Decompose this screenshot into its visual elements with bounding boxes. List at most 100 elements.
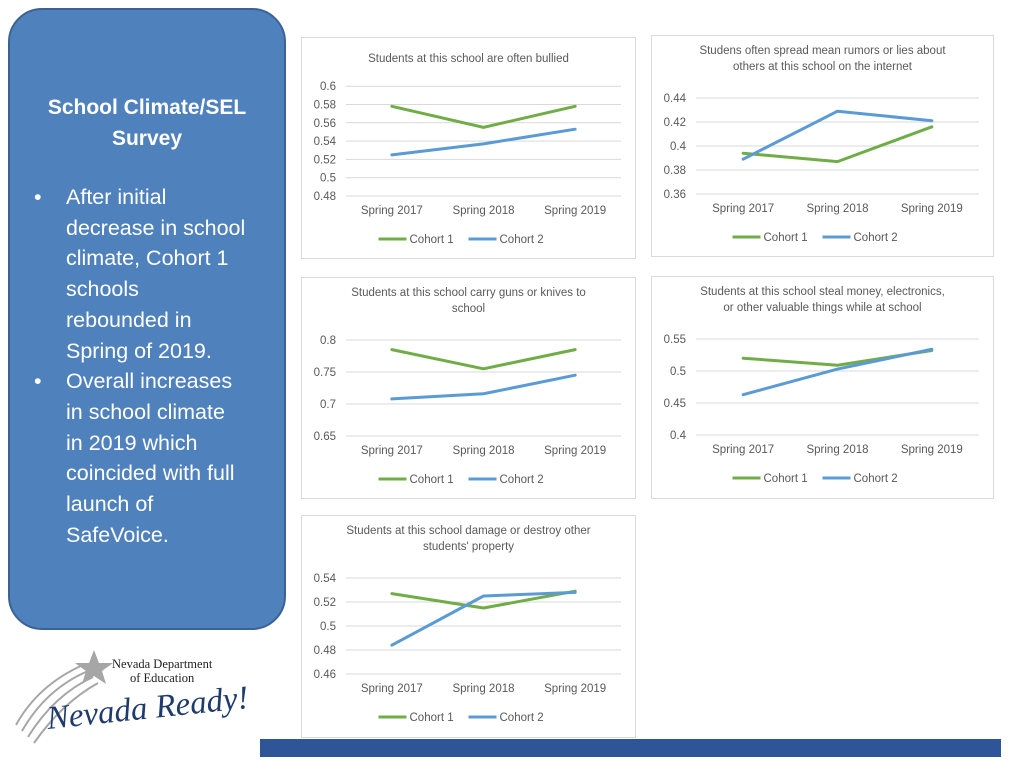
chart-title: others at this school on the internet bbox=[733, 61, 913, 73]
chart-bullied: Students at this school are often bullie… bbox=[301, 37, 636, 259]
chart-rumors-internet: Studens often spread mean rumors or lies… bbox=[651, 35, 994, 257]
chart-title: or other valuable things while at school bbox=[723, 302, 921, 314]
series-line-cohort-1 bbox=[741, 349, 934, 367]
legend-label: Cohort 2 bbox=[854, 232, 898, 244]
y-tick-label: 0.5 bbox=[670, 366, 686, 378]
panel-title-line: Survey bbox=[111, 127, 183, 150]
y-tick-label: 0.4 bbox=[670, 430, 687, 442]
bullet-line: in school climate bbox=[66, 399, 225, 424]
x-tick-label: Spring 2017 bbox=[712, 444, 774, 456]
chart-title: Students at this school carry guns or kn… bbox=[351, 287, 586, 299]
chart-title: Students at this school are often bullie… bbox=[368, 53, 569, 65]
bullet-line: SafeVoice. bbox=[66, 522, 169, 547]
y-tick-label: 0.46 bbox=[314, 669, 336, 681]
legend-label: Cohort 2 bbox=[500, 712, 544, 724]
y-tick-label: 0.54 bbox=[314, 573, 337, 585]
x-tick-label: Spring 2017 bbox=[361, 445, 423, 457]
chart-svg: Students at this school steal money, ele… bbox=[664, 286, 979, 485]
x-tick-label: Spring 2018 bbox=[452, 683, 514, 695]
chart-title: Students at this school steal money, ele… bbox=[700, 286, 945, 298]
chart-title: school bbox=[452, 303, 485, 315]
y-tick-label: 0.55 bbox=[664, 334, 686, 346]
legend-label: Cohort 2 bbox=[500, 474, 544, 486]
star-icon bbox=[75, 650, 113, 684]
logo-swoosh-icon bbox=[15, 664, 99, 744]
y-tick-label: 0.48 bbox=[314, 191, 336, 203]
series-line-cohort-2 bbox=[741, 347, 934, 397]
chart-title: Studens often spread mean rumors or lies… bbox=[699, 45, 946, 57]
bullet-line: launch of bbox=[66, 492, 154, 517]
y-tick-label: 0.8 bbox=[320, 335, 336, 347]
series-line-cohort-2 bbox=[741, 109, 934, 161]
panel-title-line: School Climate/SEL bbox=[47, 96, 247, 119]
x-tick-label: Spring 2017 bbox=[361, 205, 423, 217]
series-line-cohort-1 bbox=[390, 104, 577, 129]
dept-name-line1: Nevada Department bbox=[112, 657, 213, 671]
bullet-line: schools bbox=[66, 277, 139, 302]
bullet-line: climate, Cohort 1 bbox=[66, 246, 229, 271]
series-line-cohort-1 bbox=[390, 348, 577, 371]
bullet-item: • After initial decrease in school clima… bbox=[32, 182, 282, 366]
legend-label: Cohort 2 bbox=[854, 473, 898, 485]
y-tick-label: 0.58 bbox=[314, 100, 336, 112]
chart-svg: Students at this school are often bullie… bbox=[314, 53, 621, 246]
summary-panel: School Climate/SEL Survey • After initia… bbox=[8, 8, 286, 630]
chart-title: students' property bbox=[423, 541, 514, 553]
y-tick-label: 0.45 bbox=[664, 398, 686, 410]
x-tick-label: Spring 2018 bbox=[806, 444, 868, 456]
bullet-marker: • bbox=[34, 185, 42, 209]
x-tick-label: Spring 2018 bbox=[452, 205, 514, 217]
y-tick-label: 0.38 bbox=[664, 165, 686, 177]
x-tick-label: Spring 2019 bbox=[544, 683, 606, 695]
chart-svg: Students at this school damage or destro… bbox=[314, 525, 621, 724]
chart-damage-property: Students at this school damage or destro… bbox=[301, 515, 636, 738]
y-tick-label: 0.42 bbox=[664, 117, 686, 129]
bullet-line: decrease in school bbox=[66, 215, 246, 240]
legend-label: Cohort 1 bbox=[410, 234, 454, 246]
bullet-line: rebounded in bbox=[66, 307, 192, 332]
x-tick-label: Spring 2017 bbox=[712, 203, 774, 215]
bullet-line: Overall increases bbox=[66, 369, 233, 394]
y-tick-label: 0.7 bbox=[320, 399, 336, 411]
y-tick-label: 0.36 bbox=[664, 189, 686, 201]
series-line-cohort-2 bbox=[390, 373, 577, 401]
x-tick-label: Spring 2017 bbox=[361, 683, 423, 695]
chart-guns-knives: Students at this school carry guns or kn… bbox=[301, 277, 636, 499]
x-tick-label: Spring 2019 bbox=[544, 445, 606, 457]
x-tick-label: Spring 2019 bbox=[544, 205, 606, 217]
x-tick-label: Spring 2019 bbox=[901, 203, 963, 215]
nevada-ready-logo: Nevada Department of Education Nevada Re… bbox=[15, 650, 250, 744]
chart-svg: Students at this school carry guns or kn… bbox=[314, 287, 621, 486]
y-tick-label: 0.52 bbox=[314, 154, 336, 166]
y-tick-label: 0.54 bbox=[314, 136, 337, 148]
x-tick-label: Spring 2018 bbox=[806, 203, 868, 215]
series-line-cohort-2 bbox=[390, 590, 577, 647]
bullet-item: • Overall increases in school climate in… bbox=[32, 366, 282, 550]
y-tick-label: 0.56 bbox=[314, 118, 336, 130]
legend-label: Cohort 1 bbox=[764, 473, 808, 485]
legend-label: Cohort 1 bbox=[410, 712, 454, 724]
chart-svg: Studens often spread mean rumors or lies… bbox=[664, 45, 979, 244]
series-line-cohort-1 bbox=[390, 589, 577, 610]
bullet-line: in 2019 which bbox=[66, 430, 198, 455]
series-line-cohort-2 bbox=[390, 127, 577, 157]
legend-label: Cohort 1 bbox=[764, 232, 808, 244]
series-line-cohort-1 bbox=[741, 125, 934, 164]
chart-title: Students at this school damage or destro… bbox=[346, 525, 590, 537]
bullet-line: coincided with full bbox=[66, 461, 235, 486]
logo-tagline: Nevada Ready! bbox=[44, 680, 250, 737]
bullet-list: • After initial decrease in school clima… bbox=[32, 182, 282, 550]
chart-steal-valuables: Students at this school steal money, ele… bbox=[651, 276, 994, 499]
legend-label: Cohort 2 bbox=[500, 234, 544, 246]
x-tick-label: Spring 2018 bbox=[452, 445, 514, 457]
bullet-marker: • bbox=[34, 369, 42, 394]
dept-name-line2: of Education bbox=[130, 671, 195, 685]
y-tick-label: 0.48 bbox=[314, 645, 336, 657]
y-tick-label: 0.44 bbox=[664, 93, 687, 105]
y-tick-label: 0.4 bbox=[670, 141, 687, 153]
bullet-line: Spring of 2019. bbox=[66, 338, 212, 363]
y-tick-label: 0.52 bbox=[314, 597, 336, 609]
y-tick-label: 0.75 bbox=[314, 367, 336, 379]
y-tick-label: 0.5 bbox=[320, 621, 336, 633]
x-tick-label: Spring 2019 bbox=[901, 444, 963, 456]
